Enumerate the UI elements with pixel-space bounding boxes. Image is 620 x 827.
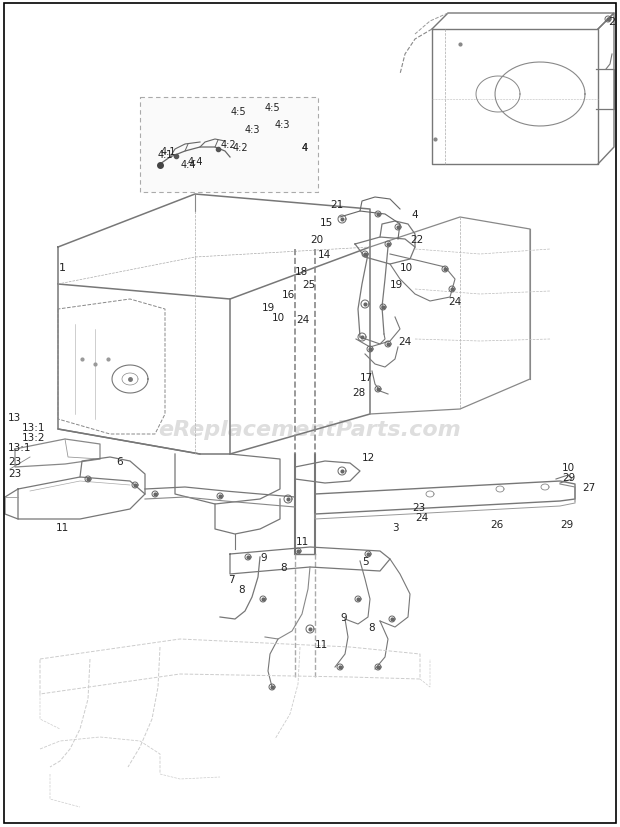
Text: 21: 21	[330, 200, 343, 210]
Text: 24: 24	[296, 314, 309, 325]
Text: eReplacementParts.com: eReplacementParts.com	[159, 419, 461, 439]
Text: 4: 4	[302, 143, 308, 153]
Text: 19: 19	[262, 303, 275, 313]
Text: 29: 29	[560, 519, 574, 529]
Text: 4:2: 4:2	[232, 143, 248, 153]
Text: 9: 9	[260, 552, 267, 562]
Text: 18: 18	[295, 266, 308, 277]
Text: 11: 11	[315, 639, 328, 649]
Text: 15: 15	[320, 218, 334, 227]
Text: 4:1: 4:1	[157, 150, 173, 160]
Text: 23: 23	[8, 468, 21, 479]
Text: 11: 11	[55, 523, 69, 533]
Text: 26: 26	[490, 519, 503, 529]
Text: 24: 24	[398, 337, 411, 347]
Text: 24: 24	[415, 513, 428, 523]
Text: 4:5: 4:5	[264, 103, 280, 112]
Text: 7: 7	[228, 574, 234, 585]
Text: 4:3: 4:3	[244, 125, 260, 135]
Text: 11: 11	[296, 537, 309, 547]
Text: 23: 23	[412, 502, 425, 513]
Text: 16: 16	[282, 289, 295, 299]
Text: 10: 10	[400, 263, 413, 273]
Text: 12: 12	[362, 452, 375, 462]
Text: 4:3: 4:3	[274, 120, 290, 130]
Text: 19: 19	[390, 280, 403, 289]
Text: 13:2: 13:2	[22, 433, 45, 442]
Text: 5: 5	[362, 557, 369, 566]
Text: 4:5: 4:5	[230, 107, 246, 117]
Text: 13:1: 13:1	[22, 423, 45, 433]
Text: 25: 25	[302, 280, 315, 289]
Text: 28: 28	[352, 388, 365, 398]
Text: 1: 1	[58, 263, 66, 273]
Text: 4:4: 4:4	[187, 157, 203, 167]
Text: 17: 17	[360, 372, 373, 383]
Bar	[140, 98, 318, 193]
Text: 10: 10	[562, 462, 575, 472]
Text: 8: 8	[368, 622, 374, 632]
Text: 22: 22	[410, 235, 423, 245]
Text: 13: 13	[8, 413, 21, 423]
Text: 8: 8	[238, 585, 245, 595]
Text: 24: 24	[448, 297, 461, 307]
Text: 23: 23	[8, 457, 21, 466]
Text: 3: 3	[392, 523, 399, 533]
Text: 6: 6	[117, 457, 123, 466]
Text: 4:1: 4:1	[160, 147, 175, 157]
Text: 4:4: 4:4	[180, 160, 196, 170]
Text: 14: 14	[318, 250, 331, 260]
Text: 9: 9	[340, 612, 347, 622]
Text: 10: 10	[272, 313, 285, 323]
Text: 27: 27	[582, 482, 595, 492]
Text: 2: 2	[608, 17, 615, 27]
Text: 8: 8	[280, 562, 286, 572]
Text: 4: 4	[412, 210, 418, 220]
Text: 29: 29	[562, 472, 575, 482]
Text: 4: 4	[302, 143, 308, 153]
Text: 20: 20	[310, 235, 323, 245]
Text: 4:2: 4:2	[220, 140, 236, 150]
Text: 13:1: 13:1	[8, 442, 32, 452]
